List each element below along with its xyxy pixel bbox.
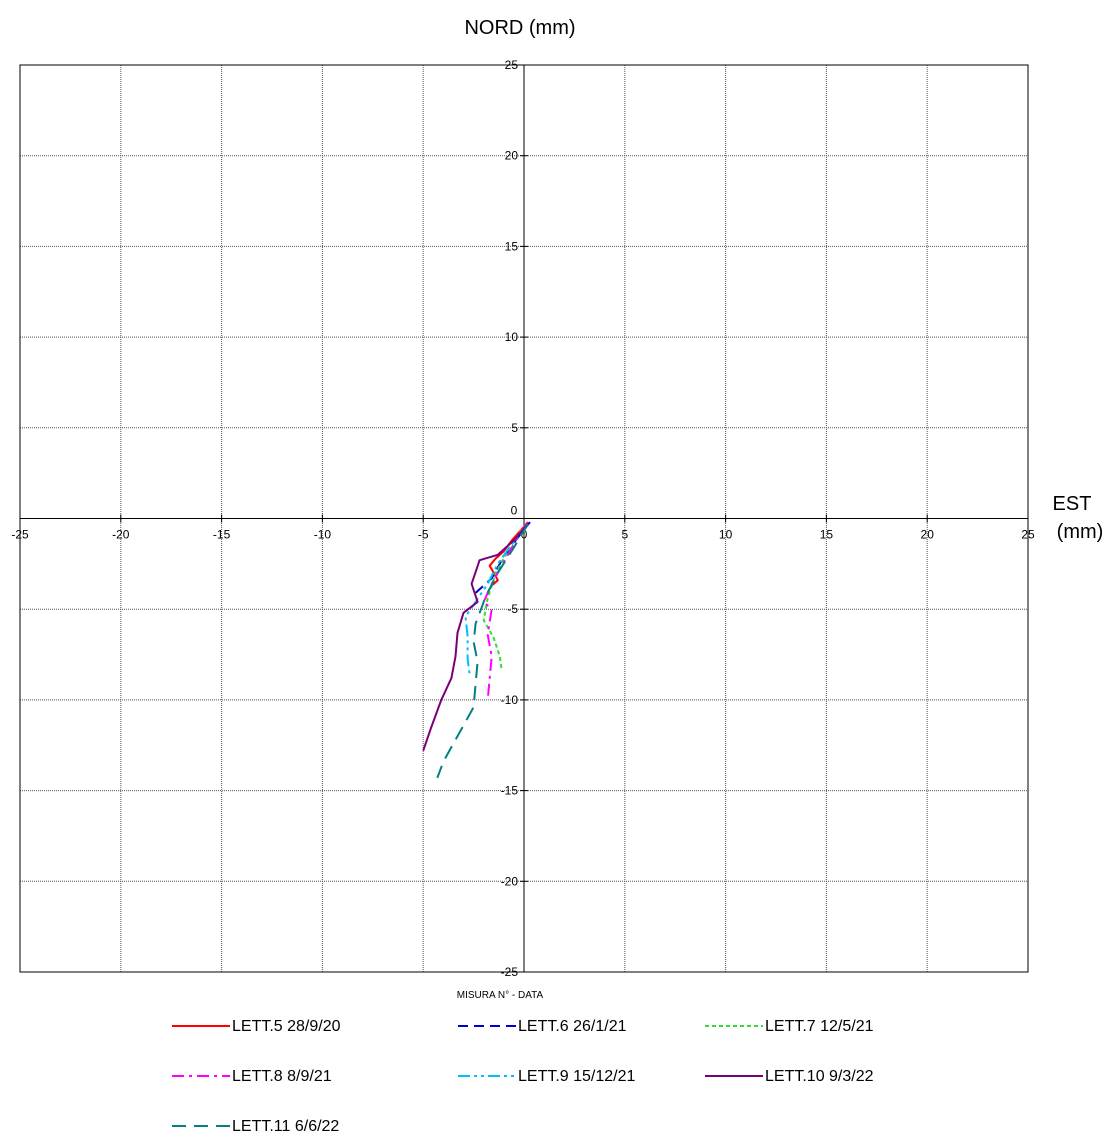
x-tick-label: 0: [521, 528, 528, 542]
x-axis-label-line1: EST: [1053, 493, 1092, 515]
x-tick-label: -5: [418, 528, 429, 542]
legend-title: MISURA N° - DATA: [457, 990, 544, 1001]
x-tick-label: 5: [621, 528, 628, 542]
legend-item-3: LETT.7 12/5/21: [705, 1018, 874, 1035]
series-group: [422, 521, 531, 779]
legend-label: LETT.5 28/9/20: [232, 1018, 341, 1035]
legend-label: LETT.10 9/3/22: [765, 1068, 874, 1085]
legend-label: LETT.11 6/6/22: [232, 1118, 339, 1135]
series-line-7: [436, 523, 529, 779]
legend-label: LETT.6 26/1/21: [518, 1018, 627, 1035]
axes: [19, 64, 1029, 973]
legend-item-5: LETT.9 15/12/21: [458, 1068, 636, 1085]
x-tick-label: 20: [921, 528, 935, 542]
legend-item-1: LETT.5 28/9/20: [172, 1018, 341, 1035]
legend: LETT.5 28/9/20 LETT.6 26/1/21 LETT.7 12/5/…: [172, 1018, 874, 1135]
x-tick-label: -20: [112, 528, 130, 542]
x-tick-labels: -25 -20 -15 -10 -5 0 5 10 15 20 25: [11, 528, 1035, 542]
legend-label: LETT.7 12/5/21: [765, 1018, 874, 1035]
legend-item-2: LETT.6 26/1/21: [458, 1018, 627, 1035]
legend-item-6: LETT.10 9/3/22: [705, 1068, 874, 1085]
series-line-3: [482, 523, 527, 672]
legend-label: LETT.8 8/9/21: [232, 1068, 332, 1085]
x-tick-label: -10: [314, 528, 332, 542]
y-tick-label: -25: [501, 965, 519, 979]
y-tick-label: 0: [511, 504, 518, 518]
x-tick-label: 10: [719, 528, 733, 542]
series-line-4: [482, 523, 527, 700]
y-tick-label: 10: [505, 330, 519, 344]
legend-item-4: LETT.8 8/9/21: [172, 1068, 332, 1085]
legend-item-7: LETT.11 6/6/22: [172, 1118, 339, 1135]
series-line-5: [464, 523, 529, 675]
y-tick-label: 20: [505, 149, 519, 163]
y-tick-label: -15: [501, 784, 519, 798]
y-tick-label: 5: [511, 421, 518, 435]
x-axis-label-line2: (mm): [1057, 521, 1104, 543]
y-tick-label: -10: [501, 693, 519, 707]
y-tick-label: -5: [507, 602, 518, 616]
y-tick-label: 15: [505, 239, 519, 253]
y-axis-label: NORD (mm): [464, 17, 575, 39]
x-tick-label: 25: [1021, 528, 1035, 542]
x-tick-label: -25: [11, 528, 29, 542]
series-line-1: [488, 521, 529, 587]
y-tick-label: 25: [505, 58, 519, 72]
x-tick-label: -15: [213, 528, 231, 542]
y-tick-labels: -25 -20 -15 -10 -5 0 5 10 15 20 25: [501, 58, 519, 979]
series-line-6: [422, 523, 529, 752]
y-tick-label: -20: [501, 874, 519, 888]
legend-label: LETT.9 15/12/21: [518, 1068, 636, 1085]
x-tick-label: 15: [820, 528, 834, 542]
